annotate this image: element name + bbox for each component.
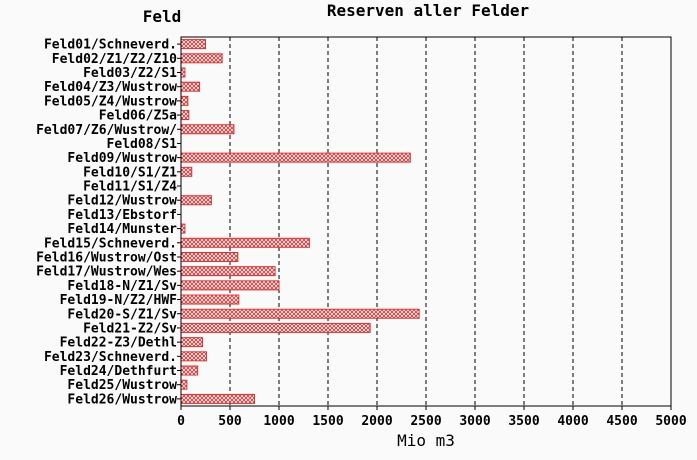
category-label: Feld02/Z1/Z2/Z10 [52,52,177,67]
category-label: Feld08/S1 [107,137,178,152]
category-label: Feld13/Ebstorf [67,208,177,223]
category-label: Feld25/Wustrow [67,378,177,393]
bar [180,67,186,78]
category-labels: Feld01/Schneverd.Feld02/Z1/Z2/Z10Feld03/… [36,38,177,408]
category-label: Feld15/Schneverd. [44,236,177,251]
category-label: Feld19-N/Z2/HWF [60,293,178,308]
category-label: Feld16/Wustrow/Ost [36,250,177,265]
bar [180,294,240,305]
bars [180,39,420,404]
category-label: Feld26/Wustrow [67,392,177,407]
category-label: Feld01/Schneverd. [44,38,177,53]
x-tick-label: 500 [218,414,242,429]
bar [180,195,212,206]
bar [180,337,204,348]
bar [180,308,420,319]
bar [180,124,235,135]
grid-lines [177,37,672,410]
x-tick-label: 4000 [557,414,588,429]
bar [180,322,371,333]
category-label: Feld03/Z2/S1 [83,66,177,81]
x-tick-label: 5000 [655,414,686,429]
x-tick-label: 3500 [508,414,539,429]
category-label: Feld05/Z4/Wustrow [44,94,177,109]
category-label: Feld24/Dethfurt [60,364,177,379]
bar [180,251,239,262]
category-label: Feld21-Z2/Sv [83,321,177,336]
bar [180,237,310,248]
category-label: Feld11/S1/Z4 [83,180,177,195]
bar [180,393,255,404]
bar [180,223,186,234]
category-label: Feld10/S1/Z1 [83,165,177,180]
bar [180,152,411,163]
bar [180,110,190,121]
category-label: Feld07/Z6/Wustrow/ [36,123,177,138]
category-label: Feld14/Munster [67,222,177,237]
bar [180,53,223,64]
category-label: Feld17/Wustrow/Wes [36,265,177,280]
category-label: Feld09/Wustrow [67,151,177,166]
bar [180,351,207,362]
bar [180,266,276,277]
bar [180,95,189,106]
category-label: Feld06/Z5a [99,109,177,124]
x-tick-labels: 0 500 1000 1500 2000 2500 3000 3500 4000 4500 5000 [177,414,687,429]
x-tick-label: 1000 [263,414,294,429]
category-label: Feld22-Z3/Dethl [60,336,177,351]
x-tick-label: 2000 [361,414,392,429]
category-label: Feld04/Z3/Wustrow [44,80,177,95]
x-tick-label: 0 [177,414,185,429]
x-tick-label: 1500 [312,414,343,429]
category-axis-title: Feld [143,7,182,26]
x-tick-label: 2500 [410,414,441,429]
x-tick-label: 3000 [459,414,490,429]
bar [180,379,188,390]
x-axis-title: Mio m3 [397,431,455,450]
category-label: Feld12/Wustrow [67,194,177,209]
category-label: Feld18-N/Z1/Sv [67,279,177,294]
bar [180,81,201,92]
plot-frame [180,36,672,407]
bar [180,365,199,376]
category-label: Feld23/Schneverd. [44,350,177,365]
bar [180,280,280,291]
chart-title: Reserven aller Felder [327,1,529,20]
bar [180,166,193,177]
bar [180,39,206,50]
category-label: Feld20-S/Z1/Sv [67,307,177,322]
x-tick-label: 4500 [606,414,637,429]
